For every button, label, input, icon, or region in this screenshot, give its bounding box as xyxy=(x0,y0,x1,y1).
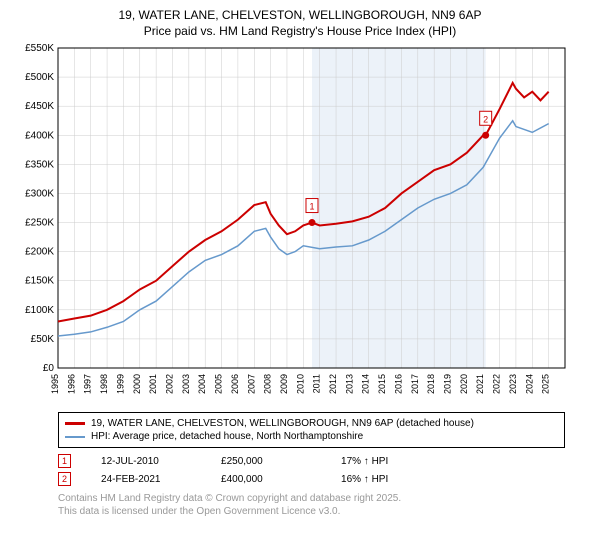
x-tick-label: 2025 xyxy=(541,374,551,394)
x-tick-label: 2015 xyxy=(377,374,387,394)
x-tick-label: 2023 xyxy=(508,374,518,394)
x-tick-label: 1998 xyxy=(99,374,109,394)
title-line-2: Price paid vs. HM Land Registry's House … xyxy=(144,24,456,38)
marker-detail-row: 2 24-FEB-2021 £400,000 16% ↑ HPI xyxy=(58,470,565,488)
x-tick-label: 2022 xyxy=(492,374,502,394)
x-tick-label: 2007 xyxy=(246,374,256,394)
legend-swatch-2 xyxy=(65,436,85,438)
chart-plot-area: £0 £50K £100K £150K £200K £250K £300K £350K £400… xyxy=(10,43,590,408)
x-tick-label: 2008 xyxy=(263,374,273,394)
legend-row-2: HPI: Average price, detached house, Nort… xyxy=(65,430,558,443)
marker-date: 12-JUL-2010 xyxy=(101,456,191,467)
x-tick-label: 2005 xyxy=(214,374,224,394)
marker-delta: 16% ↑ HPI xyxy=(341,474,388,485)
marker-table: 1 12-JUL-2010 £250,000 17% ↑ HPI 2 24-FEB-202… xyxy=(58,452,565,488)
y-tick-label: £400K xyxy=(25,130,54,141)
marker-number: 1 xyxy=(309,202,314,212)
x-tick-label: 2011 xyxy=(312,374,322,393)
x-tick-label: 2013 xyxy=(344,374,354,394)
y-tick-label: £450K xyxy=(25,101,54,112)
y-tick-label: £550K xyxy=(25,43,54,54)
x-tick-label: 2019 xyxy=(443,374,453,394)
x-tick-label: 1995 xyxy=(50,374,60,394)
y-tick-label: £300K xyxy=(25,189,54,200)
y-tick-label: £350K xyxy=(25,160,54,171)
footnote-line-2: This data is licensed under the Open Gov… xyxy=(58,506,340,517)
x-tick-label: 1996 xyxy=(66,374,76,394)
legend: 19, WATER LANE, CHELVESTON, WELLINGBOROU… xyxy=(58,412,565,448)
footnote: Contains HM Land Registry data © Crown c… xyxy=(58,492,565,518)
y-tick-label: £50K xyxy=(31,334,55,345)
marker-detail-row: 1 12-JUL-2010 £250,000 17% ↑ HPI xyxy=(58,452,565,470)
y-tick-label: £100K xyxy=(25,305,54,316)
marker-price: £250,000 xyxy=(221,456,311,467)
y-tick-label: £200K xyxy=(25,247,54,258)
marker-number: 2 xyxy=(483,114,488,124)
x-tick-label: 1999 xyxy=(115,374,125,394)
marker-date: 24-FEB-2021 xyxy=(101,474,191,485)
x-tick-label: 2017 xyxy=(410,374,420,394)
x-tick-label: 2020 xyxy=(459,374,469,394)
legend-row-1: 19, WATER LANE, CHELVESTON, WELLINGBOROU… xyxy=(65,417,558,430)
line-chart-svg: £0 £50K £100K £150K £200K £250K £300K £350K £400… xyxy=(10,43,590,403)
marker-badge-small: 1 xyxy=(58,454,71,468)
y-tick-label: £150K xyxy=(25,276,54,287)
x-tick-label: 2024 xyxy=(524,374,534,394)
shaded-band xyxy=(312,48,486,368)
x-tick-label: 2004 xyxy=(197,374,207,394)
y-tick-label: £0 xyxy=(43,363,55,374)
y-tick-label: £250K xyxy=(25,218,54,229)
x-tick-label: 2000 xyxy=(132,374,142,394)
x-tick-label: 2009 xyxy=(279,374,289,394)
x-tick-label: 2001 xyxy=(148,374,158,394)
x-tick-label: 2010 xyxy=(295,374,305,394)
x-tick-label: 2018 xyxy=(426,374,436,394)
x-tick-label: 2002 xyxy=(164,374,174,394)
legend-label-2: HPI: Average price, detached house, Nort… xyxy=(91,431,363,442)
x-tick-label: 2014 xyxy=(361,374,371,394)
x-tick-label: 2012 xyxy=(328,374,338,394)
marker-badge-small: 2 xyxy=(58,472,71,486)
x-tick-label: 2021 xyxy=(475,374,485,394)
title-line-1: 19, WATER LANE, CHELVESTON, WELLINGBOROU… xyxy=(119,8,482,22)
chart-container: 19, WATER LANE, CHELVESTON, WELLINGBOROU… xyxy=(0,0,600,560)
marker-dot xyxy=(482,132,489,139)
y-tick-label: £500K xyxy=(25,72,54,83)
marker-dot xyxy=(308,219,315,226)
marker-delta: 17% ↑ HPI xyxy=(341,456,388,467)
x-tick-label: 2006 xyxy=(230,374,240,394)
x-tick-label: 2003 xyxy=(181,374,191,394)
x-tick-label: 2016 xyxy=(393,374,403,394)
x-tick-label: 1997 xyxy=(83,374,93,394)
legend-label-1: 19, WATER LANE, CHELVESTON, WELLINGBOROU… xyxy=(91,418,474,429)
legend-swatch-1 xyxy=(65,422,85,425)
chart-title: 19, WATER LANE, CHELVESTON, WELLINGBOROU… xyxy=(10,8,590,39)
marker-price: £400,000 xyxy=(221,474,311,485)
footnote-line-1: Contains HM Land Registry data © Crown c… xyxy=(58,493,401,504)
